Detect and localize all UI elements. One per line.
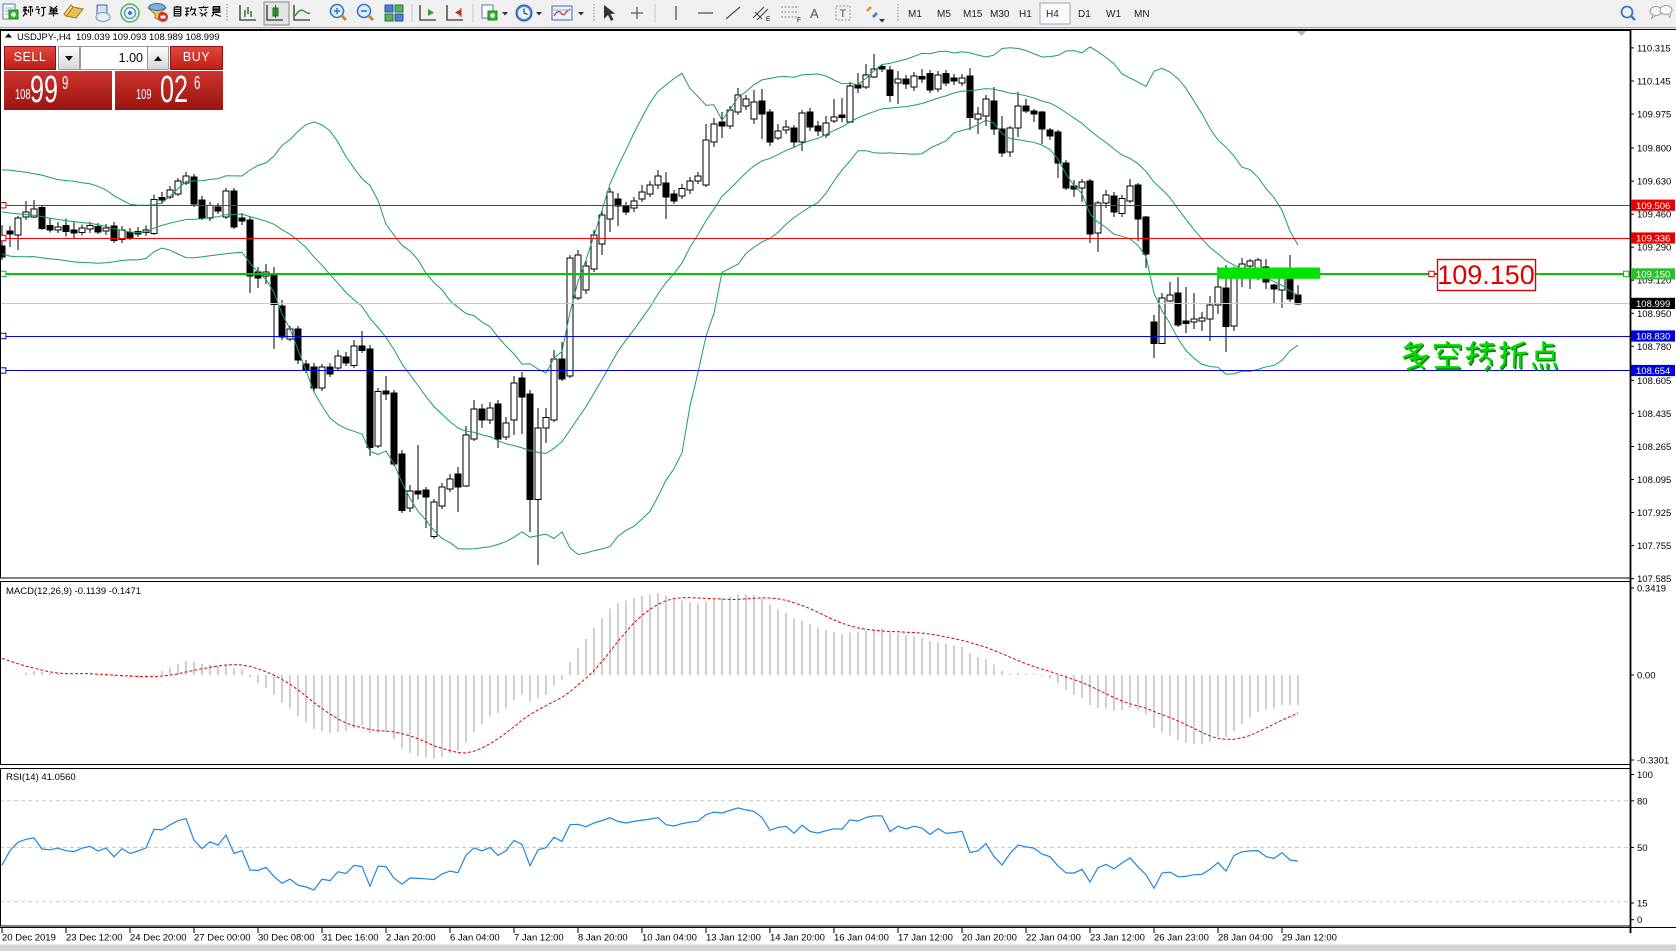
svg-text:23 Dec 12:00: 23 Dec 12:00 bbox=[66, 933, 123, 944]
svg-text:22 Jan 04:00: 22 Jan 04:00 bbox=[1026, 933, 1081, 944]
svg-text:108.605: 108.605 bbox=[1637, 376, 1671, 387]
svg-text:30 Dec 08:00: 30 Dec 08:00 bbox=[258, 933, 315, 944]
svg-text:0.3419: 0.3419 bbox=[1637, 584, 1666, 595]
svg-text:109.800: 109.800 bbox=[1637, 144, 1671, 155]
svg-text:27 Dec 00:00: 27 Dec 00:00 bbox=[194, 933, 251, 944]
svg-text:D1: D1 bbox=[1078, 9, 1091, 20]
svg-text:108.999: 108.999 bbox=[1636, 299, 1670, 310]
svg-text:107.755: 107.755 bbox=[1637, 541, 1671, 552]
svg-text:7 Jan 12:00: 7 Jan 12:00 bbox=[514, 933, 564, 944]
svg-text:H4: H4 bbox=[1046, 9, 1059, 20]
svg-text:8 Jan 20:00: 8 Jan 20:00 bbox=[578, 933, 628, 944]
svg-text:26 Jan 23:00: 26 Jan 23:00 bbox=[1154, 933, 1209, 944]
svg-text:RSI(14) 41.0560: RSI(14) 41.0560 bbox=[6, 772, 76, 783]
svg-text:USDJPY-,H4 109.039 109.093 10: USDJPY-,H4 109.039 109.093 108.989 108.9… bbox=[17, 31, 219, 42]
svg-text:108.950: 108.950 bbox=[1637, 309, 1671, 320]
svg-text:28 Jan 04:00: 28 Jan 04:00 bbox=[1218, 933, 1273, 944]
svg-text:108.780: 108.780 bbox=[1637, 342, 1671, 353]
svg-text:109.290: 109.290 bbox=[1637, 243, 1671, 254]
svg-text:31 Dec 16:00: 31 Dec 16:00 bbox=[322, 933, 379, 944]
svg-text:MACD(12,26,9) -0.1139 -0.1471: MACD(12,26,9) -0.1139 -0.1471 bbox=[6, 586, 141, 597]
svg-text:M30: M30 bbox=[990, 9, 1010, 20]
svg-text:29 Jan 12:00: 29 Jan 12:00 bbox=[1282, 933, 1337, 944]
svg-text:6 Jan 04:00: 6 Jan 04:00 bbox=[450, 933, 500, 944]
svg-text:E: E bbox=[766, 16, 771, 23]
svg-text:107.585: 107.585 bbox=[1637, 574, 1671, 585]
svg-text:109.150: 109.150 bbox=[1437, 260, 1535, 290]
svg-text:109.630: 109.630 bbox=[1637, 177, 1671, 188]
svg-text:109.506: 109.506 bbox=[1636, 201, 1670, 212]
svg-text:M1: M1 bbox=[908, 9, 922, 20]
svg-text:24 Dec 20:00: 24 Dec 20:00 bbox=[130, 933, 187, 944]
svg-text:MN: MN bbox=[1134, 9, 1150, 20]
svg-text:108.435: 108.435 bbox=[1637, 409, 1671, 420]
svg-text:T: T bbox=[840, 8, 847, 20]
svg-text:2 Jan 20:00: 2 Jan 20:00 bbox=[386, 933, 436, 944]
svg-text:109.460: 109.460 bbox=[1637, 210, 1671, 221]
svg-text:M15: M15 bbox=[963, 9, 983, 20]
svg-text:108.265: 108.265 bbox=[1637, 442, 1671, 453]
svg-text:109.120: 109.120 bbox=[1637, 276, 1671, 287]
svg-text:F: F bbox=[797, 17, 801, 24]
svg-text:108.830: 108.830 bbox=[1636, 332, 1670, 343]
svg-text:A: A bbox=[810, 6, 819, 21]
svg-text:109.975: 109.975 bbox=[1637, 110, 1671, 121]
svg-text:23 Jan 12:00: 23 Jan 12:00 bbox=[1090, 933, 1145, 944]
svg-text:108.654: 108.654 bbox=[1636, 366, 1670, 377]
svg-text:80: 80 bbox=[1637, 796, 1648, 807]
svg-text:100: 100 bbox=[1637, 770, 1653, 781]
svg-text:14 Jan 20:00: 14 Jan 20:00 bbox=[770, 933, 825, 944]
svg-text:15: 15 bbox=[1637, 899, 1648, 910]
svg-text:13 Jan 12:00: 13 Jan 12:00 bbox=[706, 933, 761, 944]
svg-text:M5: M5 bbox=[937, 9, 951, 20]
svg-text:20 Jan 20:00: 20 Jan 20:00 bbox=[962, 933, 1017, 944]
svg-text:10 Jan 04:00: 10 Jan 04:00 bbox=[642, 933, 697, 944]
svg-text:H1: H1 bbox=[1019, 9, 1032, 20]
svg-text:107.925: 107.925 bbox=[1637, 508, 1671, 519]
svg-text:17 Jan 12:00: 17 Jan 12:00 bbox=[898, 933, 953, 944]
svg-text:16 Jan 04:00: 16 Jan 04:00 bbox=[834, 933, 889, 944]
svg-text:110.315: 110.315 bbox=[1637, 43, 1671, 54]
svg-text:20 Dec 2019: 20 Dec 2019 bbox=[2, 933, 56, 944]
svg-text:109.150: 109.150 bbox=[1636, 270, 1670, 281]
svg-text:0.00: 0.00 bbox=[1637, 671, 1656, 682]
svg-text:109.336: 109.336 bbox=[1636, 234, 1670, 245]
svg-text:-0.3301: -0.3301 bbox=[1637, 756, 1669, 767]
svg-text:110.145: 110.145 bbox=[1637, 77, 1671, 88]
svg-text:0: 0 bbox=[1637, 915, 1642, 926]
svg-text:108.095: 108.095 bbox=[1637, 475, 1671, 486]
svg-text:50: 50 bbox=[1637, 843, 1648, 854]
svg-text:W1: W1 bbox=[1106, 9, 1121, 20]
